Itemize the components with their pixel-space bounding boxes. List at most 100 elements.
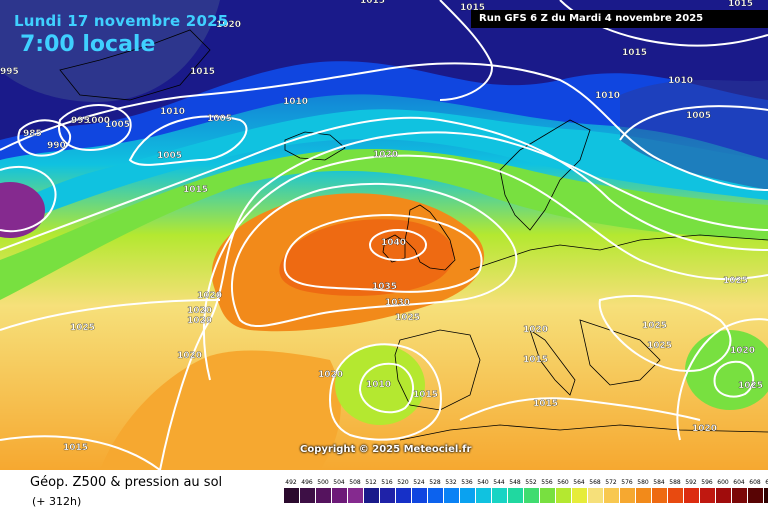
isobar-label: 985 (23, 129, 42, 139)
isobar-1020-a (159, 131, 768, 470)
isobar-label: 1020 (692, 424, 717, 434)
field-iberia-low (335, 345, 425, 425)
isobar-label: 1020 (373, 150, 398, 160)
iceland-coast (284, 131, 346, 161)
balkans-coast (579, 319, 661, 386)
legend-value: 508 (349, 479, 361, 486)
coastlines (59, 29, 768, 441)
legend-entry: 564 (571, 478, 587, 503)
forecast-time: 7:00 locale (20, 32, 156, 57)
legend-entry: 568 (587, 478, 603, 503)
legend-swatch (411, 488, 427, 503)
greenland (0, 0, 220, 102)
legend-entry: 604 (731, 478, 747, 503)
legend-entry: 540 (475, 478, 491, 503)
isobar-label: 1005 (686, 111, 711, 121)
map-title: Géop. Z500 & pression au sol (30, 475, 223, 490)
legend-entry: 592 (683, 478, 699, 503)
isobar-label: 1025 (723, 276, 748, 286)
legend-entry: 556 (539, 478, 555, 503)
isobar-labels: 1040 1035 1030 1025 1025 1020 1020 1020 … (0, 0, 763, 453)
isobar-label: 1000 (85, 116, 110, 126)
legend-swatch (459, 488, 475, 503)
legend-swatch (507, 488, 523, 503)
legend-entry: 500 (315, 478, 331, 503)
africa-coast (399, 424, 768, 441)
isobar-label: 1025 (738, 381, 763, 391)
isobar-1025-turkey (713, 360, 755, 398)
isobar-label: 1010 (595, 91, 620, 101)
legend-value: 536 (461, 479, 473, 486)
legend-swatch (475, 488, 491, 503)
legend-entry: 612 (763, 478, 768, 503)
legend-value: 520 (397, 479, 409, 486)
legend-value: 500 (317, 479, 329, 486)
isobar-label: 1020 (177, 351, 202, 361)
legend-value: 492 (285, 479, 297, 486)
legend-entry: 608 (747, 478, 763, 503)
isobar-1025-east (598, 295, 732, 372)
legend-swatch (587, 488, 603, 503)
legend-swatch (571, 488, 587, 503)
isobar-label: 1005 (157, 151, 182, 161)
legend-value: 504 (333, 479, 345, 486)
legend-swatch (747, 488, 763, 503)
legend-value: 568 (589, 479, 601, 486)
isobar-label: 1005 (207, 114, 232, 124)
legend-entry: 580 (635, 478, 651, 503)
isobar-label: 1025 (647, 341, 672, 351)
isobar-label: 1015 (622, 48, 647, 58)
legend-swatch (491, 488, 507, 503)
legend-value: 512 (365, 479, 377, 486)
isobar-label: 1020 (197, 291, 222, 301)
legend-swatch (315, 488, 331, 503)
legend-value: 540 (477, 479, 489, 486)
isobar-label: 1020 (523, 325, 548, 335)
legend-swatch (667, 488, 683, 503)
europe-coast (469, 234, 768, 271)
legend-swatch (395, 488, 411, 503)
color-scale-legend: 492 496 500 504 508 512 516 520 524 528 532 536 540 5… (283, 478, 768, 503)
legend-entry: 520 (395, 478, 411, 503)
legend-value: 560 (557, 479, 569, 486)
legend-swatch (763, 488, 768, 503)
isobar-label: 1015 (190, 67, 215, 77)
legend-entry: 524 (411, 478, 427, 503)
forecast-date: Lundi 17 novembre 2025 (14, 12, 229, 30)
isobar-label: 1020 (216, 20, 241, 30)
legend-swatch (523, 488, 539, 503)
legend-swatch (427, 488, 443, 503)
legend-swatch (283, 488, 299, 503)
legend-swatch (683, 488, 699, 503)
legend-value: 596 (701, 479, 713, 486)
legend-value: 608 (749, 479, 761, 486)
legend-entry: 496 (299, 478, 315, 503)
legend-entry: 504 (331, 478, 347, 503)
field-blue (0, 61, 768, 160)
legend-swatch (347, 488, 363, 503)
isobar-1010-a (0, 62, 768, 191)
legend-value: 496 (301, 479, 313, 486)
isobar-1035 (283, 213, 483, 293)
scandinavia-coast (499, 119, 591, 231)
isobar-label: 1015 (523, 355, 548, 365)
isobar-1005-a (128, 115, 248, 166)
legend-value: 516 (381, 479, 393, 486)
legend-entry: 600 (715, 478, 731, 503)
isobar-label: 1030 (385, 298, 410, 308)
footer-bar: Géop. Z500 & pression au sol (+ 312h) 49… (0, 470, 768, 512)
isobar-1030 (231, 182, 518, 328)
isobar-label: 1025 (642, 321, 667, 331)
ireland-coast (382, 234, 406, 263)
isobar-label: 1015 (413, 390, 438, 400)
isobar-label: 1015 (183, 185, 208, 195)
isobar-label: 1025 (395, 313, 420, 323)
legend-entry: 492 (283, 478, 299, 503)
iberia-coast (394, 329, 481, 411)
legend-value: 600 (717, 479, 729, 486)
legend-entry: 544 (491, 478, 507, 503)
isobar-label: 1010 (668, 76, 693, 86)
isobar-label: 995 (71, 116, 90, 126)
isobar-label: 1010 (366, 380, 391, 390)
isobar-label: 1020 (318, 370, 343, 380)
